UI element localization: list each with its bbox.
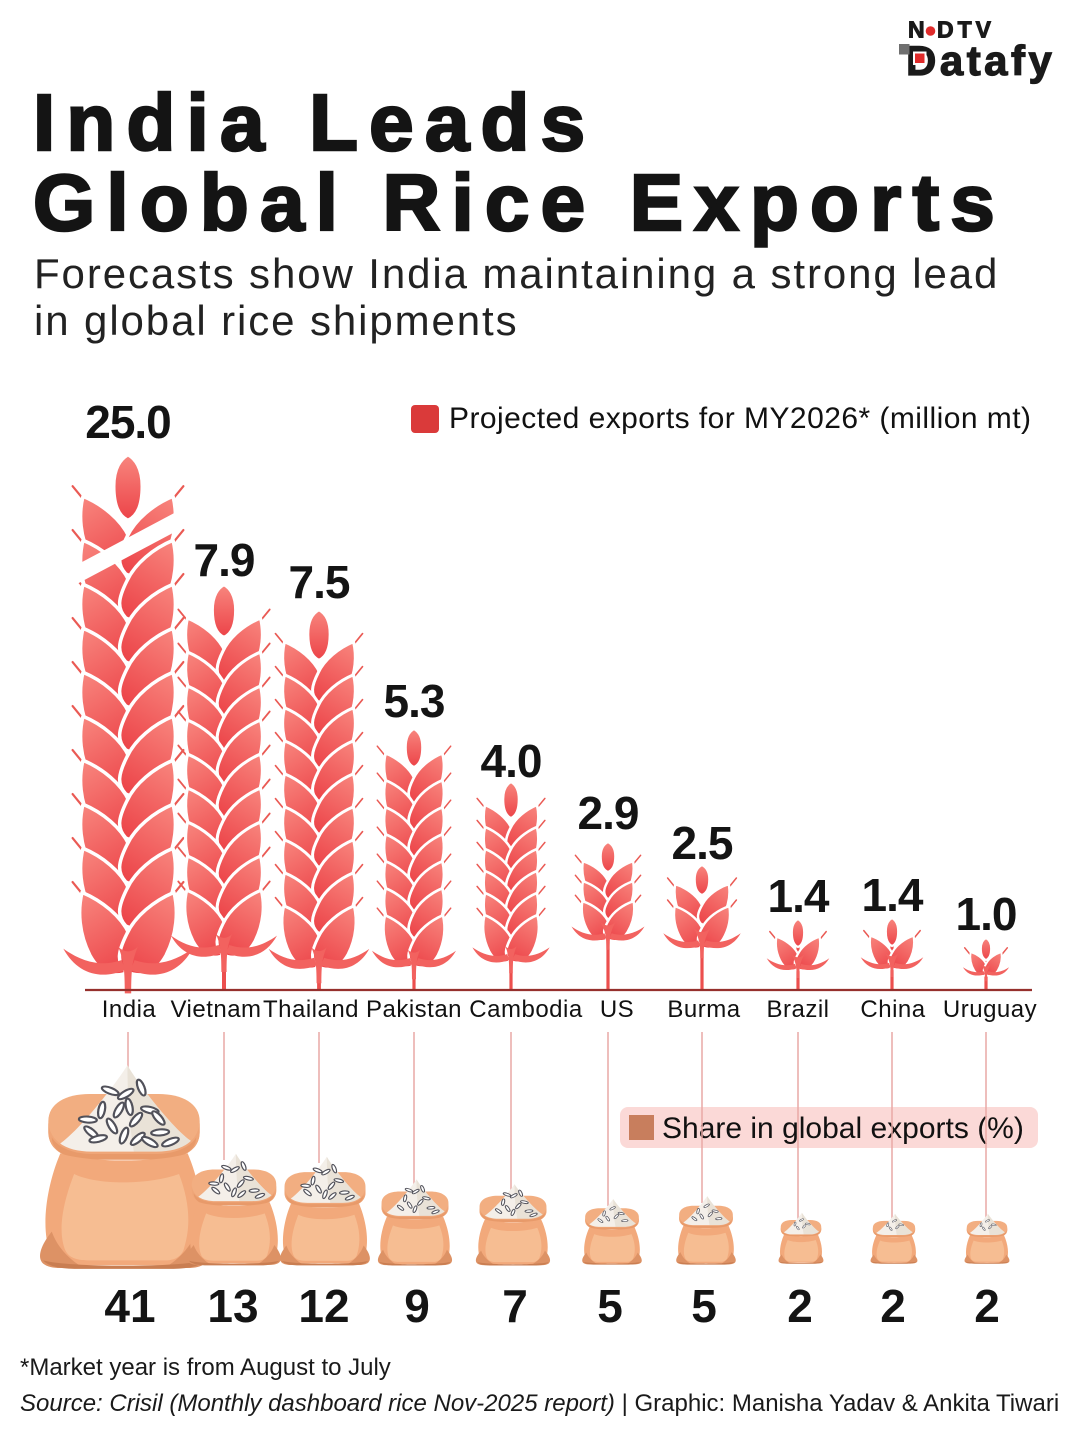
svg-text:Datafy: Datafy: [906, 37, 1055, 84]
svg-text:N: N: [908, 17, 925, 43]
svg-text:Share in global exports (%): Share in global exports (%): [662, 1112, 1024, 1145]
svg-text:DTV: DTV: [937, 17, 995, 43]
